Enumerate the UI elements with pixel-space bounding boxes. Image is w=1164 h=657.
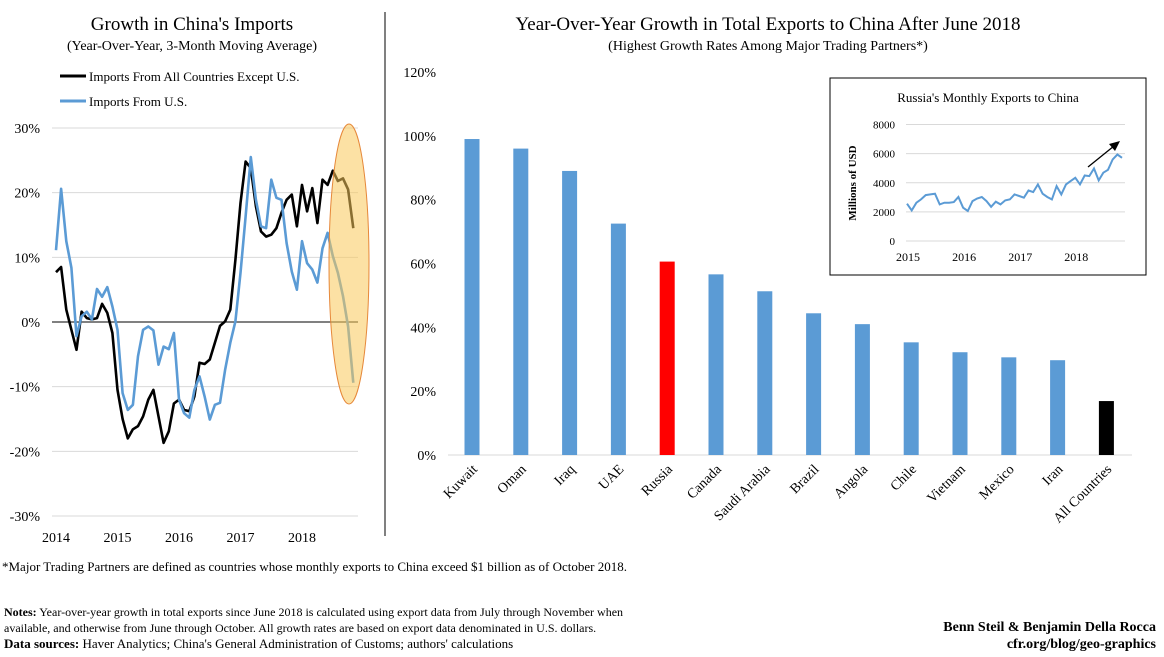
chart-canvas: Growth in China's Imports (Year-Over-Yea…	[10, 12, 1147, 545]
bar-all-countries	[1098, 401, 1114, 455]
x-tick-label: 2015	[104, 531, 132, 545]
bar-iraq	[562, 170, 578, 456]
inset-y-tick-label: 8000	[873, 120, 896, 132]
x-tick-label: Chile	[888, 462, 920, 494]
bar-chart-title: Year-Over-Year Growth in Total Exports t…	[515, 14, 1020, 35]
bar-saudi-arabia	[757, 291, 773, 455]
notes-line2: available, and otherwise from June throu…	[4, 621, 597, 635]
sources-text: Haver Analytics; China's General Adminis…	[82, 636, 514, 651]
x-tick-label: Russia	[639, 462, 677, 500]
x-tick-label: UAE	[596, 462, 627, 493]
y-tick-label: 100%	[403, 130, 436, 145]
trend-arrow-icon	[1087, 145, 1115, 168]
y-tick-label: 60%	[410, 258, 436, 273]
inset-x-tick-label: 2017	[1008, 250, 1032, 264]
x-tick-label: Oman	[495, 462, 530, 497]
bar-russia	[659, 261, 675, 455]
inset-series-line	[906, 153, 1123, 213]
y-tick-label: -20%	[10, 445, 41, 460]
legend-label-us: Imports From U.S.	[89, 94, 187, 109]
y-tick-label: 0%	[21, 316, 40, 331]
bar-uae	[610, 223, 626, 455]
inset-y-tick-label: 2000	[873, 207, 896, 219]
x-tick-label: Iraq	[552, 462, 579, 489]
y-tick-label: 80%	[410, 194, 436, 209]
bar-brazil	[806, 313, 822, 455]
site-link[interactable]: cfr.org/blog/geo-graphics	[1006, 637, 1156, 652]
bar-canada	[708, 274, 724, 455]
y-tick-label: 40%	[410, 321, 436, 336]
y-tick-label: 0%	[417, 449, 436, 464]
inset-title: Russia's Monthly Exports to China	[897, 90, 1079, 105]
bar-angola	[854, 324, 870, 455]
x-tick-label: 2014	[42, 531, 70, 545]
x-tick-label: Iran	[1040, 462, 1067, 489]
notes: Notes: Year-over-year growth in total ex…	[4, 604, 623, 652]
notes-line1: Year-over-year growth in total exports s…	[39, 605, 624, 619]
notes-label: Notes:	[4, 605, 37, 619]
bar-mexico	[1001, 357, 1017, 455]
bar-oman	[513, 148, 529, 455]
left-chart-title: Growth in China's Imports	[91, 14, 293, 35]
series-line-except-us	[55, 160, 355, 445]
y-tick-label: -10%	[10, 381, 41, 396]
x-tick-label: Angola	[831, 462, 871, 502]
bar-iran	[1050, 360, 1066, 455]
left-legend: Imports From All Countries Except U.S. I…	[60, 69, 300, 109]
x-tick-label: Brazil	[788, 462, 823, 497]
x-tick-label: Kuwait	[441, 462, 481, 502]
x-tick-label: Canada	[685, 462, 726, 503]
x-tick-label: Mexico	[977, 462, 1018, 503]
x-tick-label: 2017	[227, 531, 255, 545]
y-tick-label: 10%	[14, 251, 40, 266]
authors: Benn Steil & Benjamin Della Rocca	[943, 620, 1156, 635]
inset-x-tick-label: 2015	[896, 250, 920, 264]
y-tick-label: -30%	[10, 510, 41, 525]
series-line-us	[54, 155, 355, 421]
bar-chart-subtitle: (Highest Growth Rates Among Major Tradin…	[608, 39, 928, 54]
y-tick-label: 120%	[403, 66, 436, 81]
inset-x-tick-label: 2016	[952, 250, 976, 264]
y-tick-label: 20%	[14, 187, 40, 202]
x-tick-label: Vietnam	[925, 462, 969, 506]
bar-kuwait	[464, 139, 480, 455]
arrow-head-icon	[1109, 141, 1120, 151]
inset-frame	[829, 77, 1147, 276]
bar-chile	[903, 342, 919, 455]
footnote: *Major Trading Partners are defined as c…	[2, 559, 627, 574]
highlight-ellipse	[328, 123, 370, 405]
inset-x-tick-label: 2018	[1064, 250, 1088, 264]
left-chart-subtitle: (Year-Over-Year, 3-Month Moving Average)	[67, 39, 317, 54]
bar-vietnam	[952, 352, 968, 455]
inset-y-tick-label: 6000	[873, 149, 896, 161]
x-tick-label: 2016	[165, 531, 193, 545]
inset-y-tick-label: 4000	[873, 178, 896, 190]
inset-ylabel: Millions of USD	[847, 145, 859, 220]
y-tick-label: 20%	[410, 385, 436, 400]
sources-label: Data sources:	[4, 636, 80, 651]
x-tick-label: 2018	[288, 531, 316, 545]
legend-label-except-us: Imports From All Countries Except U.S.	[89, 69, 300, 84]
inset-y-tick-label: 0	[890, 236, 896, 248]
y-tick-label: 30%	[14, 122, 40, 137]
